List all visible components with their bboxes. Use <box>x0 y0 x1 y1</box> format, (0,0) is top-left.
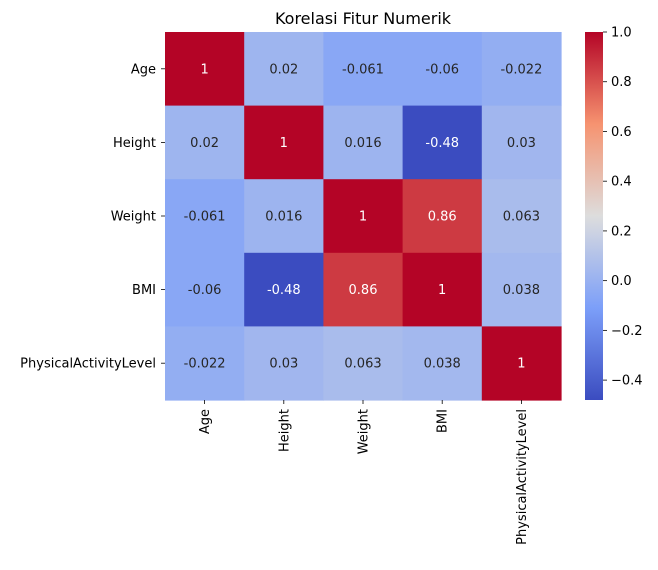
cell-annotation: 0.02 <box>269 62 298 77</box>
cell-annotation: -0.022 <box>500 62 542 77</box>
cell-annotation: -0.06 <box>425 62 459 77</box>
colorbar-tick-label: 0.2 <box>611 224 632 239</box>
cell-annotation: 1 <box>200 62 208 77</box>
cell-annotation: -0.061 <box>184 210 226 225</box>
cell-annotation: 1 <box>517 357 525 372</box>
x-tick-label: Age <box>198 409 213 434</box>
cell-annotation: 0.03 <box>507 136 536 151</box>
y-axis: Age Height Weight BMI PhysicalActivityLevel <box>20 62 165 372</box>
heatmap-cell <box>481 179 562 254</box>
cell-annotation: 0.038 <box>503 283 540 298</box>
cell-annotation: 0.016 <box>265 210 302 225</box>
heatmap-cell <box>402 105 483 180</box>
heatmap-cell <box>323 32 404 107</box>
heatmap-cell <box>323 179 404 254</box>
cell-annotation: -0.48 <box>267 283 301 298</box>
heatmap-cell <box>402 32 483 107</box>
cell-annotation: 0.063 <box>503 210 540 225</box>
cell-annotation: 0.03 <box>269 357 298 372</box>
cell-annotation: 1 <box>359 210 367 225</box>
heatmap-cell <box>481 32 562 107</box>
cell-annotation: 1 <box>438 283 446 298</box>
heatmap-cell <box>244 326 324 401</box>
cell-annotation: 0.86 <box>349 283 378 298</box>
cell-annotation: 0.063 <box>344 357 381 372</box>
colorbar: −0.4 −0.2 0.0 0.2 0.4 0.6 0.8 1.0 <box>585 26 643 400</box>
x-tick-label: Weight <box>357 409 372 454</box>
y-tick-label: BMI <box>132 283 156 298</box>
colorbar-gradient <box>585 32 603 400</box>
x-tick-label: PhysicalActivityLevel <box>515 409 530 545</box>
heatmap-cell <box>402 326 483 401</box>
y-tick-label: Age <box>131 62 156 77</box>
heatmap-cell <box>402 252 483 327</box>
colorbar-tick-label: 0.8 <box>611 75 632 90</box>
colorbar-tick-label: −0.2 <box>611 324 643 339</box>
heatmap-cell <box>323 252 404 327</box>
x-tick-label: BMI <box>436 409 451 433</box>
cell-annotation: -0.06 <box>188 283 222 298</box>
colorbar-tick-label: 1.0 <box>611 26 632 41</box>
cell-annotation: -0.48 <box>425 136 459 151</box>
cell-annotation: 0.86 <box>428 210 457 225</box>
heatmap-cell <box>402 179 483 254</box>
cell-annotation: -0.022 <box>184 357 226 372</box>
chart-title: Korelasi Fitur Numerik <box>275 9 452 28</box>
cell-annotation: 0.02 <box>190 136 219 151</box>
heatmap-cell <box>481 105 562 180</box>
x-axis: Age Height Weight BMI PhysicalActivityLevel <box>198 400 530 545</box>
cell-annotation: 0.016 <box>344 136 381 151</box>
colorbar-tick-label: −0.4 <box>611 374 643 389</box>
heatmap-cell <box>323 105 404 180</box>
heatmap-cell <box>244 32 324 107</box>
y-tick-label: Weight <box>111 210 156 225</box>
heatmap-cell <box>244 252 324 327</box>
colorbar-tick-label: 0.6 <box>611 125 632 140</box>
cell-annotation: -0.061 <box>342 62 384 77</box>
cell-annotation: 1 <box>280 136 288 151</box>
cell-annotation: 0.038 <box>424 357 461 372</box>
heatmap-cell <box>244 105 324 180</box>
y-tick-label: PhysicalActivityLevel <box>20 357 156 372</box>
heatmap-cell <box>323 326 404 401</box>
heatmap-cell <box>244 179 324 254</box>
y-tick-label: Height <box>113 136 156 151</box>
heatmap-cell <box>165 105 245 180</box>
heatmap-cell <box>165 32 245 107</box>
heatmap-cells <box>165 32 562 401</box>
heatmap-cell <box>165 179 245 254</box>
heatmap-cell <box>165 326 245 401</box>
colorbar-tick-label: 0.0 <box>611 274 632 289</box>
colorbar-tick-label: 0.4 <box>611 175 632 190</box>
heatmap-cell <box>481 252 562 327</box>
heatmap-cell <box>165 252 245 327</box>
heatmap-cell <box>481 326 562 401</box>
x-tick-label: Height <box>277 409 292 452</box>
